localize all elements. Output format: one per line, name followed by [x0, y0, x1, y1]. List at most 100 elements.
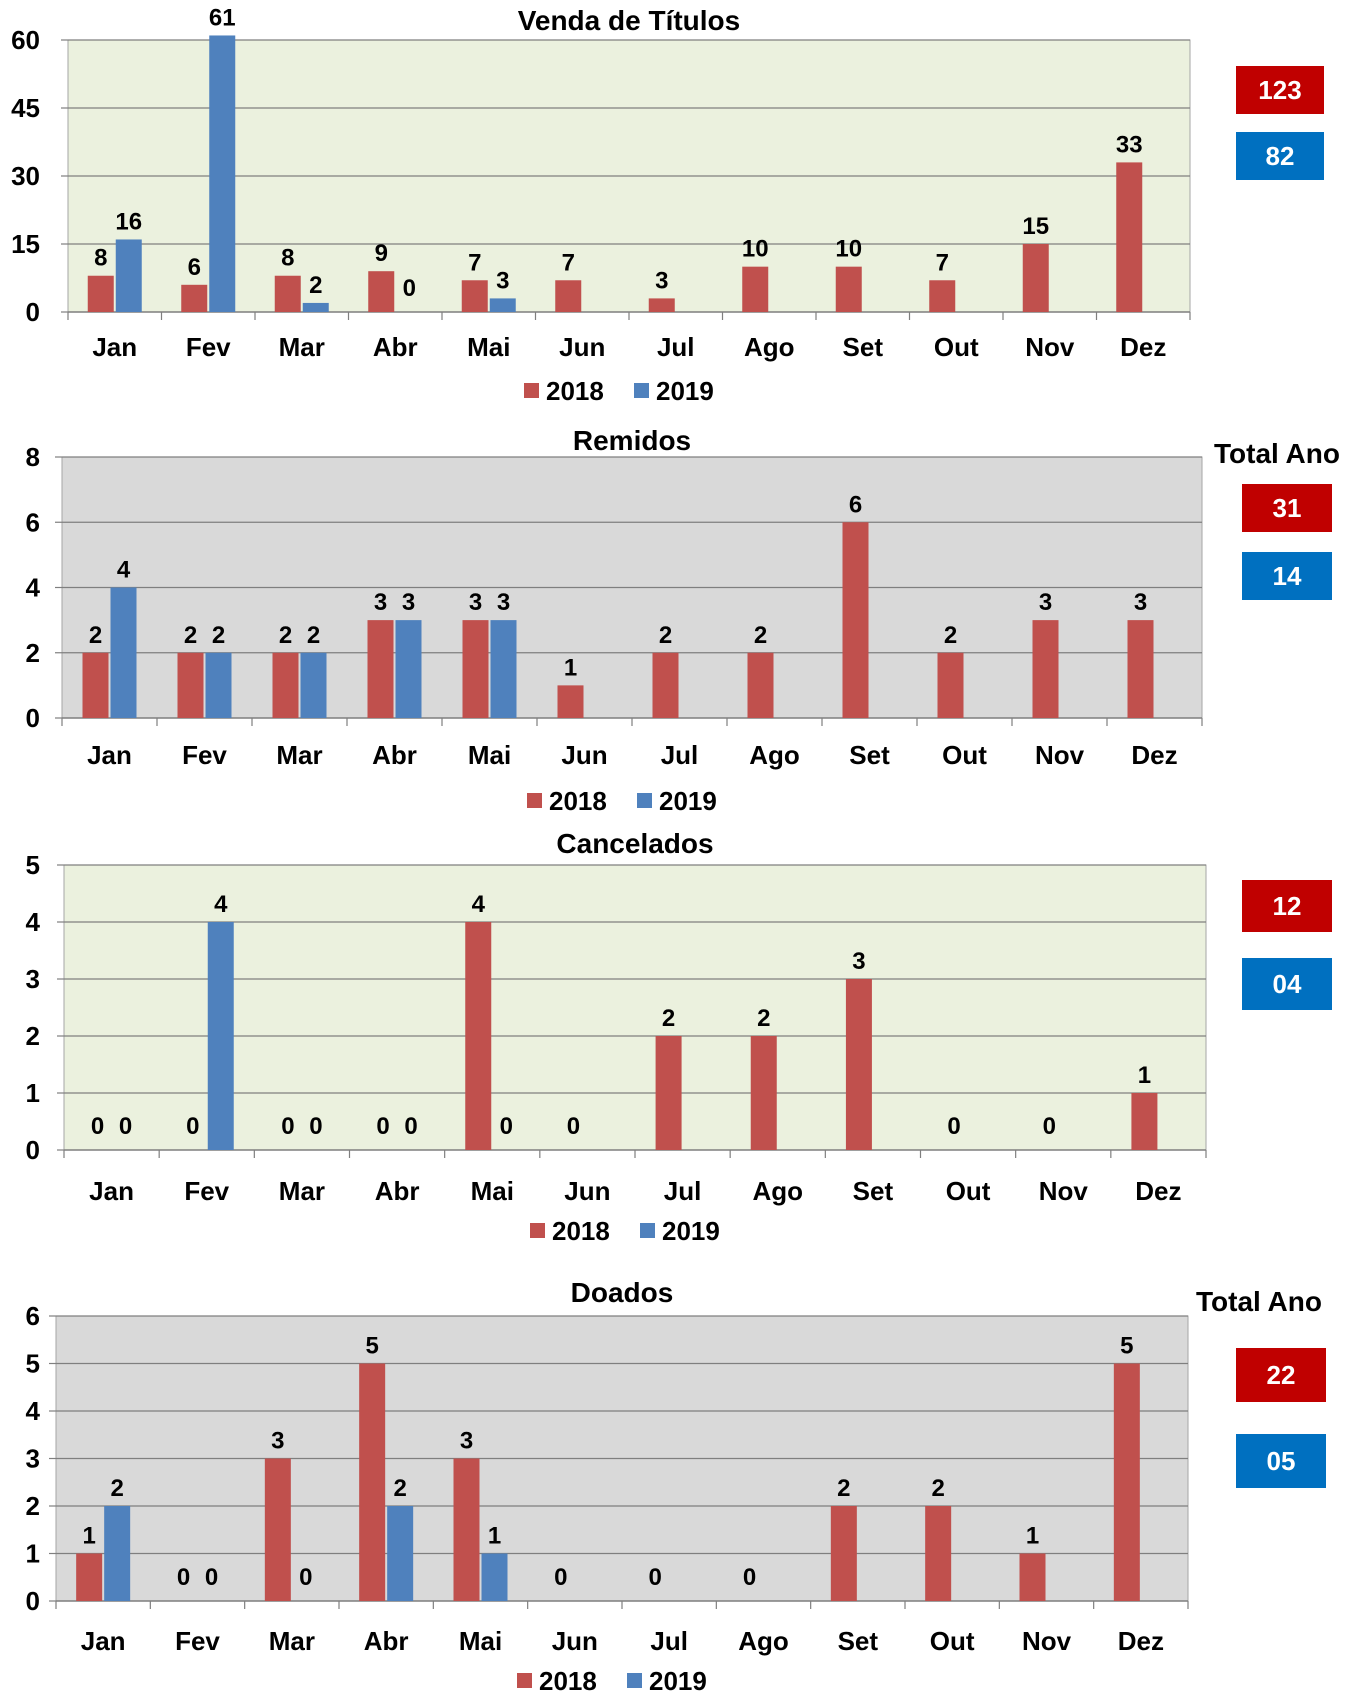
- x-category-label: Abr: [364, 1626, 409, 1656]
- bar-2018-mai: [453, 1458, 480, 1601]
- bar-2019-abr: [395, 620, 422, 718]
- y-tick-label: 5: [26, 850, 40, 880]
- legend-swatch-2018: [530, 1223, 545, 1238]
- data-label-2019-abr: 0: [403, 275, 416, 302]
- x-category-label: Mar: [276, 740, 322, 770]
- data-label-2018-jan: 1: [82, 1523, 95, 1550]
- bar-2018-jul: [655, 1036, 682, 1150]
- data-label-2018-jul: 3: [655, 267, 668, 294]
- bar-2018-jul: [652, 652, 679, 718]
- bar-2018-mai: [462, 620, 489, 718]
- data-label-2019-fev: 0: [205, 1564, 218, 1591]
- data-label-2019-mai: 1: [488, 1523, 501, 1550]
- bar-2018-mai: [461, 280, 488, 312]
- x-category-label: Mai: [471, 1176, 514, 1206]
- bar-2018-dez: [1127, 620, 1154, 718]
- x-category-label: Mar: [269, 1626, 315, 1656]
- x-category-label: Out: [934, 332, 979, 362]
- legend-label-2018: 2018: [546, 376, 604, 406]
- data-label-2018-set: 3: [852, 948, 865, 975]
- y-tick-label: 5: [26, 1349, 40, 1379]
- x-category-label: Ago: [738, 1626, 789, 1656]
- y-tick-label: 4: [26, 573, 41, 603]
- y-tick-label: 0: [26, 703, 40, 733]
- data-label-2018-ago: 2: [757, 1005, 770, 1032]
- y-tick-label: 0: [26, 1135, 40, 1165]
- data-label-2018-jun: 1: [564, 654, 577, 681]
- bar-2018-dez: [1113, 1363, 1140, 1601]
- x-category-label: Jun: [561, 740, 607, 770]
- x-category-label: Jul: [661, 740, 699, 770]
- x-category-label: Dez: [1135, 1176, 1181, 1206]
- data-label-2018-dez: 33: [1116, 131, 1143, 158]
- data-label-2018-abr: 0: [376, 1113, 389, 1140]
- bar-2018-set: [845, 979, 872, 1150]
- y-tick-label: 0: [26, 297, 40, 327]
- data-label-2019-mar: 2: [309, 272, 322, 299]
- bar-2018-nov: [1032, 620, 1059, 718]
- y-tick-label: 0: [26, 1586, 40, 1616]
- x-category-label: Fev: [182, 740, 227, 770]
- data-label-2019-abr: 3: [402, 589, 415, 616]
- legend-swatch-2019: [640, 1223, 655, 1238]
- x-category-label: Jan: [81, 1626, 126, 1656]
- legend-label-2019: 2019: [659, 786, 717, 816]
- x-category-label: Jun: [552, 1626, 598, 1656]
- legend-swatch-2018: [527, 793, 542, 808]
- bar-2018-mar: [272, 652, 299, 718]
- total-2019-cancelados: 04: [1242, 958, 1332, 1010]
- data-label-2019-fev: 4: [214, 891, 228, 918]
- data-label-2018-ago: 0: [743, 1564, 756, 1591]
- x-category-label: Jul: [664, 1176, 702, 1206]
- x-category-label: Mar: [279, 1176, 325, 1206]
- data-label-2019-jan: 2: [110, 1475, 123, 1502]
- y-tick-label: 3: [26, 1444, 40, 1474]
- y-tick-label: 4: [26, 1396, 41, 1426]
- data-label-2018-mar: 3: [271, 1428, 284, 1455]
- bar-2018-jan: [76, 1553, 103, 1601]
- x-category-label: Ago: [752, 1176, 803, 1206]
- x-category-label: Abr: [375, 1176, 420, 1206]
- data-label-2019-jan: 16: [115, 208, 142, 235]
- bar-2018-fev: [181, 284, 208, 312]
- x-category-label: Set: [838, 1626, 879, 1656]
- data-label-2018-jan: 2: [89, 622, 102, 649]
- total-ano-heading-remidos: Total Ano: [1214, 438, 1340, 469]
- total-2018-remidos: 31: [1242, 484, 1332, 532]
- data-label-2019-mai: 3: [497, 589, 510, 616]
- data-label-2018-mar: 2: [279, 622, 292, 649]
- data-label-2018-fev: 0: [186, 1113, 199, 1140]
- chart-title: Cancelados: [556, 828, 713, 859]
- data-label-2018-ago: 10: [742, 236, 769, 263]
- legend-swatch-2019: [637, 793, 652, 808]
- data-label-2018-dez: 5: [1120, 1333, 1133, 1360]
- data-label-2018-jul: 2: [659, 622, 672, 649]
- bar-2018-dez: [1131, 1093, 1158, 1150]
- data-label-2018-set: 6: [849, 491, 862, 518]
- data-label-2019-jan: 0: [119, 1113, 132, 1140]
- bar-2018-dez: [1116, 162, 1143, 312]
- bar-2019-mar: [302, 302, 329, 312]
- data-label-2019-mai: 3: [496, 267, 509, 294]
- x-category-label: Nov: [1025, 332, 1075, 362]
- x-category-label: Abr: [372, 740, 417, 770]
- data-label-2018-jun: 7: [562, 249, 575, 276]
- y-tick-label: 30: [11, 161, 40, 191]
- x-category-label: Dez: [1120, 332, 1166, 362]
- data-label-2018-set: 10: [835, 236, 862, 263]
- bar-2018-out: [929, 280, 956, 312]
- data-label-2018-mar: 0: [281, 1113, 294, 1140]
- bar-2018-fev: [177, 652, 204, 718]
- bar-2019-fev: [207, 922, 234, 1150]
- bar-2019-jan: [115, 239, 142, 312]
- y-tick-label: 2: [26, 1021, 40, 1051]
- y-tick-label: 45: [11, 93, 40, 123]
- data-label-2018-abr: 3: [374, 589, 387, 616]
- y-tick-label: 3: [26, 964, 40, 994]
- bar-2018-out: [937, 652, 964, 718]
- x-category-label: Out: [942, 740, 987, 770]
- x-category-label: Fev: [186, 332, 231, 362]
- bar-2018-jul: [648, 298, 675, 312]
- y-tick-label: 2: [26, 638, 40, 668]
